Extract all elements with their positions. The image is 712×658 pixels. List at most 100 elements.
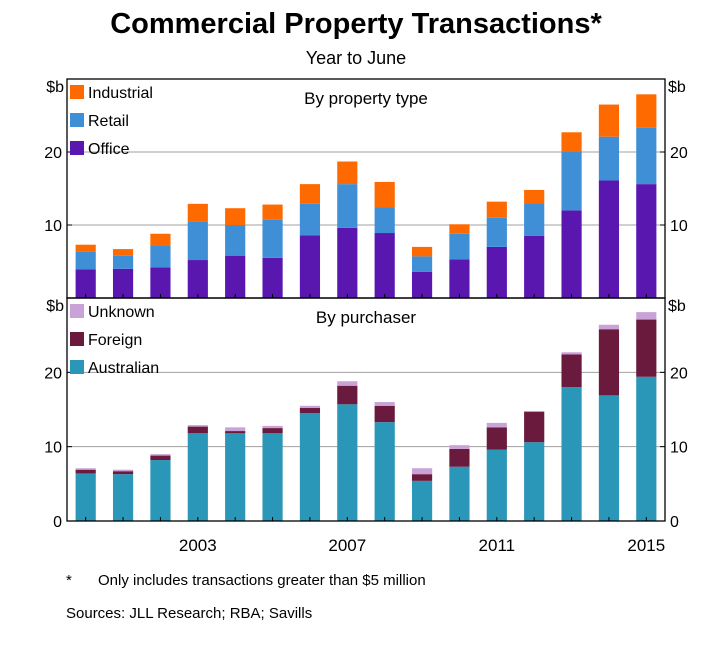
bar-segment <box>374 405 395 423</box>
bar-segment <box>561 152 582 211</box>
bar-segment <box>112 471 134 475</box>
bar-segment <box>598 136 620 181</box>
bar-segment <box>187 426 208 434</box>
bar-segment <box>486 449 507 521</box>
bar-segment <box>411 246 433 257</box>
y-unit-label-left: $b <box>46 298 64 315</box>
bar-segment <box>561 387 582 521</box>
bar-segment <box>374 181 395 208</box>
bar-segment <box>561 210 582 298</box>
bar-segment <box>112 249 134 256</box>
bar-segment <box>225 433 246 521</box>
y-tick-label-left: 20 <box>44 145 62 162</box>
bar-segment <box>337 227 358 298</box>
bar-segment <box>561 132 582 152</box>
bar-segment <box>524 203 545 236</box>
bar-segment <box>636 376 657 521</box>
bar-segment <box>225 225 246 256</box>
bar-segment <box>337 381 358 386</box>
bar-segment <box>636 127 657 185</box>
bar-segment <box>374 402 395 406</box>
bar-segment <box>150 455 171 461</box>
bar-segment <box>112 268 134 298</box>
bar-segment <box>262 428 283 434</box>
bar-segment <box>187 203 208 222</box>
bar-segment <box>636 184 657 298</box>
y-tick-label-left: 10 <box>44 440 62 457</box>
bar-segment <box>150 460 171 521</box>
bar-segment <box>262 204 283 220</box>
bar-segment <box>75 269 96 298</box>
y-tick-label-right: 0 <box>670 514 679 531</box>
bar-segment <box>150 454 171 456</box>
legend-swatch <box>70 304 84 318</box>
bar-segment <box>75 469 96 474</box>
bar-segment <box>187 425 208 427</box>
y-tick-label-left: 0 <box>53 514 62 531</box>
bar-segment <box>411 474 433 481</box>
y-unit-label-right: $b <box>668 79 686 96</box>
bar-segment <box>449 466 470 521</box>
legend-label: Office <box>88 141 130 158</box>
sources-note: Sources: JLL Research; RBA; Savills <box>66 605 313 622</box>
bar-segment <box>225 255 246 298</box>
bar-segment <box>598 395 620 521</box>
bar-segment <box>486 217 507 247</box>
legend-label: Unknown <box>88 304 155 321</box>
bar-segment <box>636 312 657 320</box>
bar-segment <box>598 329 620 396</box>
legend-swatch <box>70 360 84 374</box>
bar-segment <box>299 203 321 236</box>
bar-segment <box>598 324 620 330</box>
bar-segment <box>524 235 545 298</box>
y-tick-label-right: 20 <box>670 365 688 382</box>
bar-segment <box>374 233 395 298</box>
legend-swatch <box>70 332 84 346</box>
bar-segment <box>225 208 246 225</box>
bar-segment <box>262 257 283 298</box>
bar-segment <box>486 422 507 428</box>
bar-segment <box>299 235 321 298</box>
legend-label: Industrial <box>88 85 153 102</box>
y-unit-label-left: $b <box>46 79 64 96</box>
chart-subtitle: Year to June <box>305 48 407 68</box>
legend-swatch <box>70 141 84 155</box>
bar-segment <box>187 433 208 521</box>
bar-segment <box>636 94 657 128</box>
legend-swatch <box>70 85 84 99</box>
bar-segment <box>561 354 582 388</box>
panel-title: By property type <box>304 89 428 108</box>
bar-segment <box>150 233 171 246</box>
bar-segment <box>299 405 321 409</box>
y-tick-label-right: 20 <box>670 145 688 162</box>
bar-segment <box>299 413 321 521</box>
footnote-text: Only includes transactions greater than … <box>98 572 426 589</box>
x-tick-label: 2011 <box>479 536 516 555</box>
panel-title: By purchaser <box>316 308 416 327</box>
bar-segment <box>598 104 620 137</box>
y-tick-label-right: 10 <box>670 440 688 457</box>
bar-segment <box>187 221 208 261</box>
bar-segment <box>486 427 507 450</box>
bar-segment <box>449 445 470 449</box>
plot-layer: 10 10 20 20 $b $b By property type Industrial Re… <box>44 78 688 555</box>
bar-segment <box>225 431 246 434</box>
bar-segment <box>187 260 208 298</box>
bar-segment <box>411 468 433 475</box>
legend-swatch <box>70 113 84 127</box>
bar-segment <box>411 256 433 272</box>
bar-segment <box>524 411 545 443</box>
bar-segment <box>75 468 96 470</box>
bar-segment <box>337 385 358 405</box>
bar-segment <box>411 480 433 521</box>
bar-segment <box>262 433 283 521</box>
footnote: * Only includes transactions greater than… <box>66 572 426 589</box>
bar-segment <box>75 251 96 270</box>
x-tick-label: 2015 <box>627 536 665 555</box>
bar-segment <box>75 244 96 252</box>
bar-segment <box>262 425 283 429</box>
x-tick-label: 2007 <box>328 536 366 555</box>
x-tick-label: 2003 <box>179 536 217 555</box>
chart-title: Commercial Property Transactions* <box>110 8 602 40</box>
